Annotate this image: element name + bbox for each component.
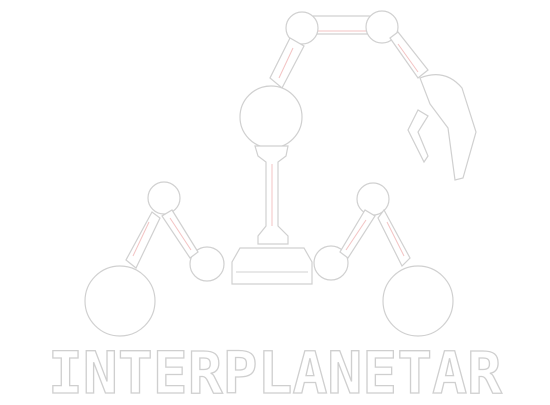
joint-circle-icon: [285, 11, 319, 45]
gripper-icon: [407, 74, 477, 181]
joint-circle-icon: [365, 10, 399, 44]
base-platform-icon: [231, 247, 313, 285]
right-leg-icon: [313, 182, 454, 337]
joint-circle-icon: [382, 265, 454, 337]
left-leg-icon: [84, 181, 225, 337]
top-arm-icon: [269, 10, 429, 89]
joint-circle-icon: [84, 265, 156, 337]
center-column-icon: [231, 85, 313, 285]
joint-circle-icon: [147, 181, 181, 215]
joint-circle-icon: [239, 85, 303, 149]
joint-circle-icon: [313, 245, 349, 281]
joint-circle-icon: [189, 246, 225, 282]
brand-wordmark: INTERPLANETAR: [47, 339, 502, 405]
